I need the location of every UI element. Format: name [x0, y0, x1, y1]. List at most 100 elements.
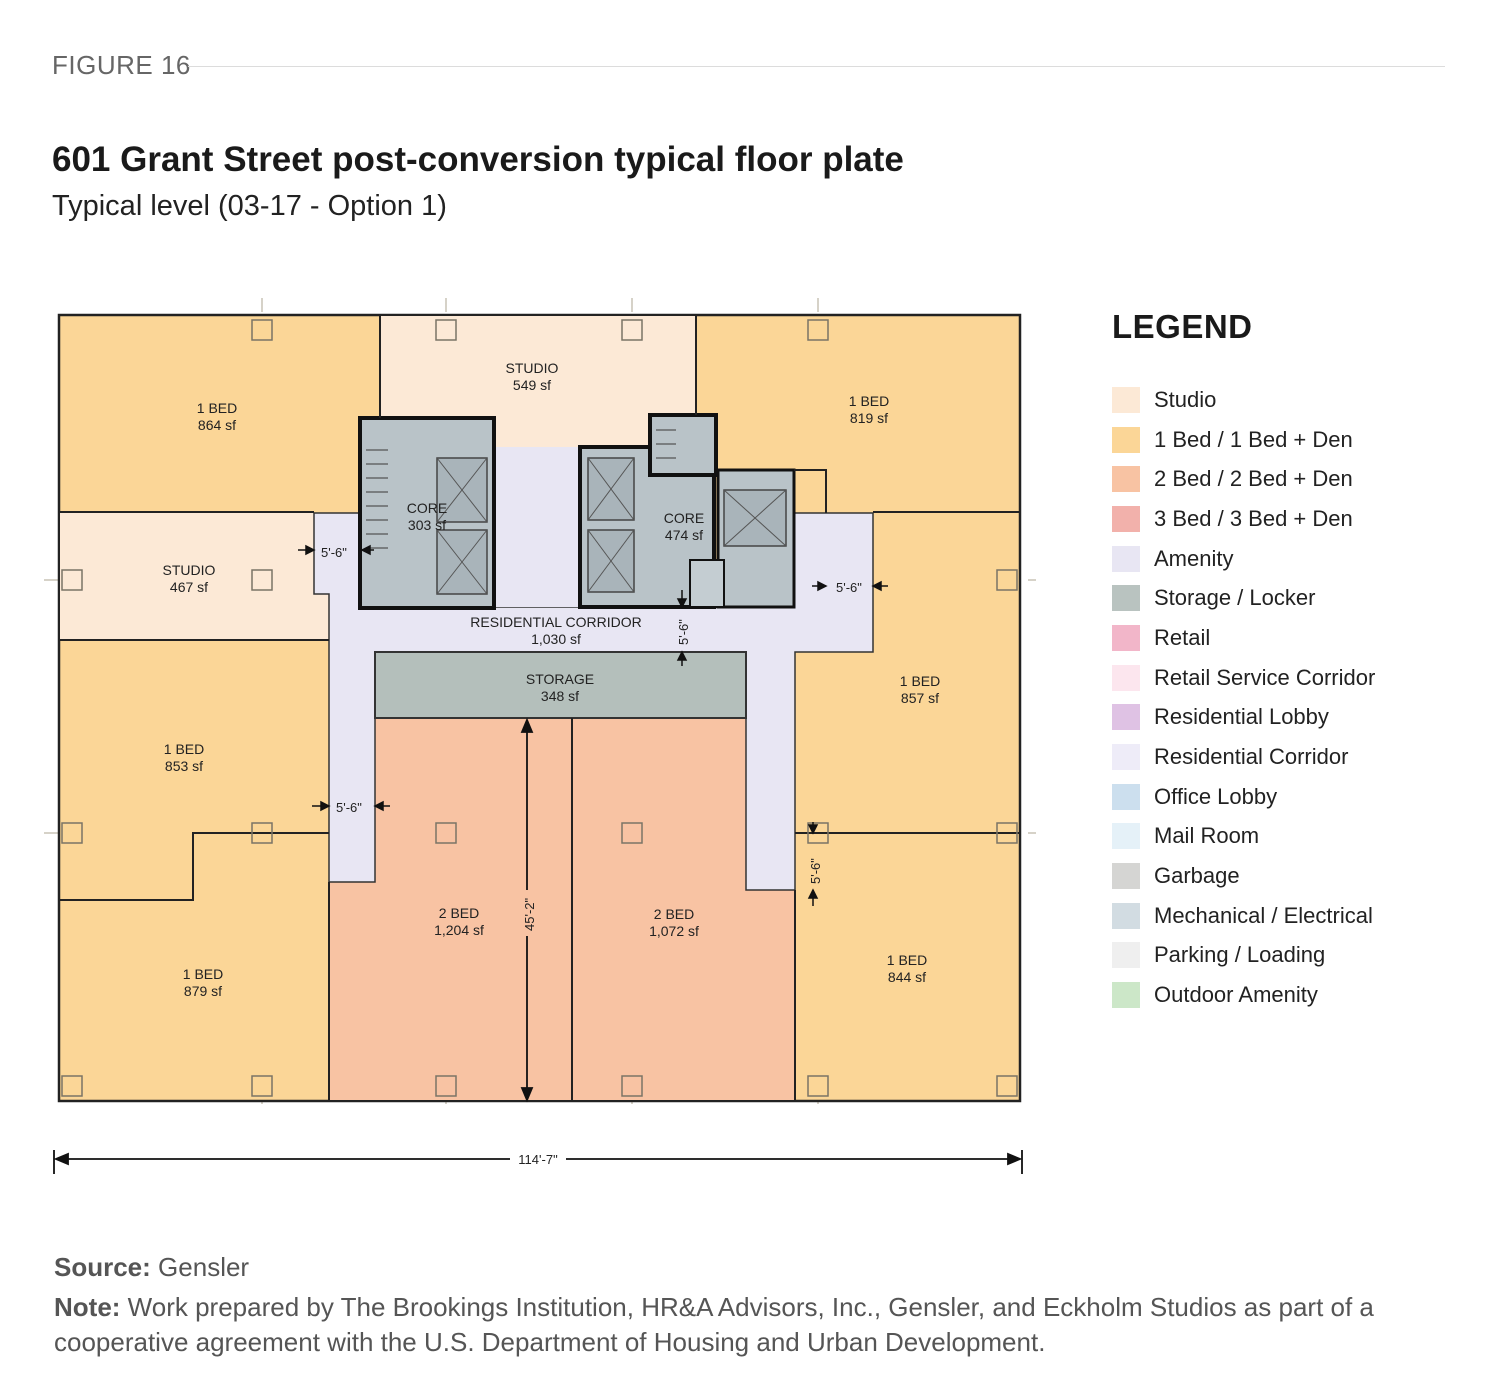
legend-label: 3 Bed / 3 Bed + Den — [1154, 505, 1353, 531]
room-name: 2 BED — [654, 906, 694, 922]
room-area: 879 sf — [184, 983, 222, 999]
room-name: CORE — [407, 500, 447, 516]
source-label: Source: — [54, 1252, 151, 1282]
room-area: 853 sf — [165, 758, 203, 774]
legend-swatch — [1112, 386, 1140, 413]
room-area: 1,204 sf — [434, 922, 484, 938]
figure-title: 601 Grant Street post-conversion typical… — [52, 140, 904, 179]
legend-item: Residential Corridor — [1112, 737, 1492, 777]
room-area: 348 sf — [541, 688, 579, 704]
note-text: Work prepared by The Brookings Instituti… — [54, 1292, 1374, 1357]
unit-west-studio — [60, 513, 329, 640]
legend-item: Mechanical / Electrical — [1112, 896, 1492, 936]
legend-swatch — [1112, 942, 1140, 969]
legend-swatch — [1112, 902, 1140, 929]
legend-item: 3 Bed / 3 Bed + Den — [1112, 499, 1492, 539]
legend-label: 1 Bed / 1 Bed + Den — [1154, 426, 1353, 452]
room-area: 857 sf — [901, 690, 939, 706]
legend-swatch — [1112, 664, 1140, 691]
room-area: 467 sf — [170, 579, 208, 595]
room-area: 474 sf — [665, 527, 703, 543]
clearance-label: 5'-6" — [836, 580, 862, 595]
room-area: 549 sf — [513, 377, 551, 393]
partition-walls — [60, 315, 1020, 1100]
legend-swatch — [1112, 783, 1140, 810]
note-line: Note: Work prepared by The Brookings Ins… — [54, 1290, 1454, 1360]
legend-label: Studio — [1154, 386, 1217, 412]
column-markers — [61, 319, 1018, 1097]
legend-label: Mechanical / Electrical — [1154, 902, 1373, 928]
room-name: STORAGE — [526, 671, 594, 687]
room-area: 1,030 sf — [531, 631, 581, 647]
legend-swatch — [1112, 426, 1140, 453]
room-name: 1 BED — [887, 952, 927, 968]
figure-subtitle: Typical level (03-17 - Option 1) — [52, 190, 447, 222]
legend-item: Office Lobby — [1112, 777, 1492, 817]
figure-rule — [188, 66, 1445, 67]
legend-label: Storage / Locker — [1154, 585, 1316, 611]
room-area: 819 sf — [850, 410, 888, 426]
depth-label: 45'-2" — [522, 897, 537, 931]
legend-item: Retail Service Corridor — [1112, 658, 1492, 698]
clearance-label: 5'-6" — [336, 800, 362, 815]
legend-label: Residential Corridor — [1154, 744, 1349, 770]
legend-item: Amenity — [1112, 539, 1492, 579]
legend-item: 1 Bed / 1 Bed + Den — [1112, 420, 1492, 460]
legend-label: Office Lobby — [1154, 783, 1278, 809]
unit-2bed-fill — [329, 718, 795, 1100]
legend-swatch — [1112, 704, 1140, 731]
clearance-label: 5'-6" — [321, 545, 347, 560]
legend-label: Outdoor Amenity — [1154, 982, 1318, 1008]
clearance-label: 5'-6" — [808, 858, 823, 884]
room-area: 864 sf — [198, 417, 236, 433]
core-left-area — [358, 416, 496, 610]
room-name: 1 BED — [183, 966, 223, 982]
legend-item: Garbage — [1112, 856, 1492, 896]
legend-item: Storage / Locker — [1112, 578, 1492, 618]
source-text: Gensler — [158, 1252, 250, 1282]
clearance-label: 5'-6" — [676, 619, 691, 645]
legend-title: LEGEND — [1112, 308, 1253, 345]
room-name: 1 BED — [900, 673, 940, 689]
legend-item: Outdoor Amenity — [1112, 975, 1492, 1015]
width-label: 114'-7" — [518, 1152, 558, 1167]
figure-label: FIGURE 16 — [52, 50, 191, 80]
depth-label-bg — [521, 890, 535, 936]
width-dimension — [53, 1150, 1023, 1174]
core-right-area — [578, 413, 796, 609]
legend-label: Mail Room — [1154, 823, 1260, 849]
legend: LEGEND Studio 1 Bed / 1 Bed + Den 2 Bed / … — [1112, 308, 1492, 1015]
storage-area — [374, 651, 747, 719]
source-line: Source: Gensler — [54, 1252, 249, 1283]
legend-item: Mail Room — [1112, 817, 1492, 857]
room-name: 1 BED — [849, 393, 889, 409]
legend-swatch — [1112, 982, 1140, 1009]
legend-item: 2 Bed / 2 Bed + Den — [1112, 459, 1492, 499]
legend-item: Residential Lobby — [1112, 698, 1492, 738]
room-name: RESIDENTIAL CORRIDOR — [470, 614, 641, 630]
note-label: Note: — [54, 1292, 121, 1322]
legend-label: 2 Bed / 2 Bed + Den — [1154, 466, 1353, 492]
room-area: 1,072 sf — [649, 923, 699, 939]
room-name: 2 BED — [439, 905, 479, 921]
room-name: 1 BED — [164, 741, 204, 757]
legend-label: Residential Lobby — [1154, 704, 1329, 730]
legend-label: Retail — [1154, 624, 1211, 650]
room-area: 844 sf — [888, 969, 926, 985]
legend-label: Parking / Loading — [1154, 942, 1326, 968]
room-name: 1 BED — [197, 400, 237, 416]
legend-swatch — [1112, 545, 1140, 572]
room-name: STUDIO — [163, 562, 216, 578]
legend-swatch — [1112, 823, 1140, 850]
legend-item: Studio — [1112, 380, 1492, 420]
room-area: 303 sf — [408, 517, 446, 533]
legend-swatch — [1112, 585, 1140, 612]
legend-item: Parking / Loading — [1112, 936, 1492, 976]
clearance-markers — [298, 544, 888, 906]
legend-swatch — [1112, 466, 1140, 493]
legend-swatch — [1112, 505, 1140, 532]
legend-label: Retail Service Corridor — [1154, 664, 1376, 690]
legend-items: Studio 1 Bed / 1 Bed + Den 2 Bed / 2 Bed +… — [1112, 380, 1492, 1015]
room-name: CORE — [664, 510, 704, 526]
